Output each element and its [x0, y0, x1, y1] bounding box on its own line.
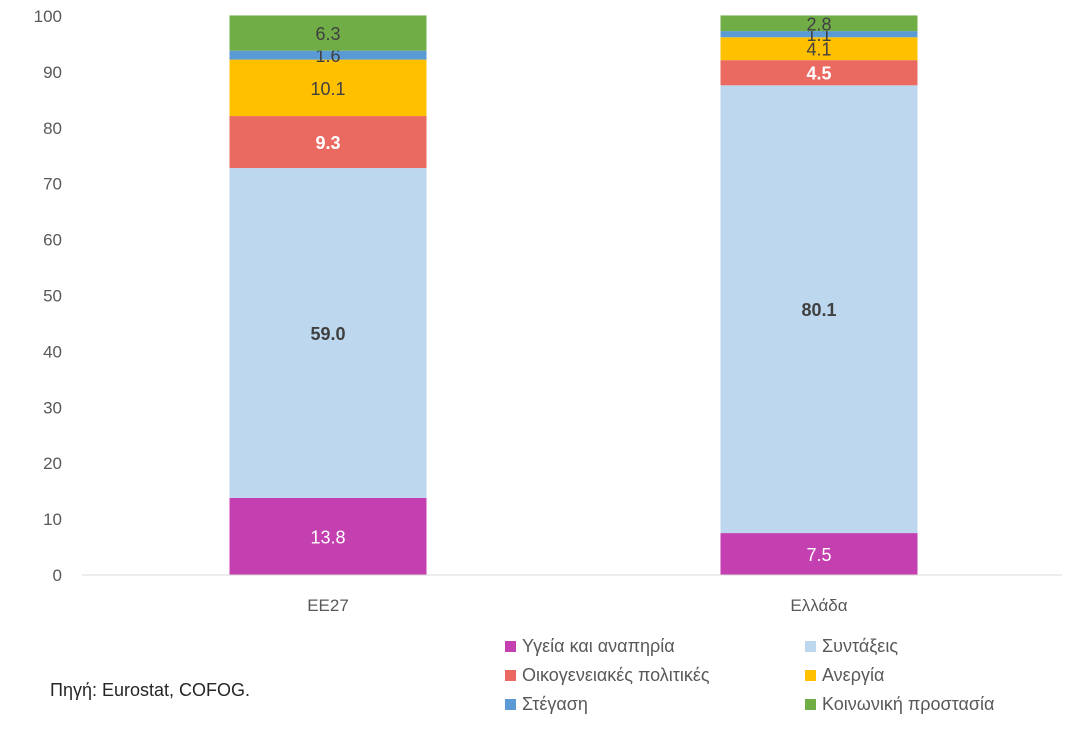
y-tick-label: 30	[43, 398, 62, 417]
legend-label: Στέγαση	[522, 694, 588, 714]
y-tick-label: 80	[43, 119, 62, 138]
stacked-bar-chart: 0 10 20 30 40 50 60 70 80 90 100 13.8 59.0 9.3 10.1 1.6…	[34, 7, 1062, 615]
bar-segment	[720, 533, 918, 575]
legend-item-family: Οικογενειακές πολιτικές	[505, 665, 805, 686]
data-label: 2.8	[806, 14, 831, 34]
y-tick-label: 40	[43, 342, 62, 361]
bar-segment	[229, 116, 427, 169]
legend-swatch	[505, 699, 516, 710]
bar-segment	[229, 15, 427, 51]
legend-item-social-protection: Κοινωνική προστασία	[805, 694, 1055, 715]
data-label: 10.1	[310, 79, 345, 99]
bar-segment	[720, 15, 918, 32]
bar-segment	[229, 497, 427, 575]
y-tick-label: 20	[43, 454, 62, 473]
bar-segment	[720, 37, 918, 61]
y-tick-label: 70	[43, 175, 62, 194]
legend-item-pensions: Συντάξεις	[805, 636, 1055, 657]
legend-item-health: Υγεία και αναπηρία	[505, 636, 805, 657]
y-tick-label: 90	[43, 63, 62, 82]
y-tick-label: 100	[34, 7, 62, 26]
bar-segment	[229, 50, 427, 60]
data-label: 9.3	[315, 133, 340, 153]
data-label: 1.6	[315, 46, 340, 66]
legend-label: Συντάξεις	[822, 636, 898, 656]
legend-swatch	[805, 699, 816, 710]
legend-item-housing: Στέγαση	[505, 694, 805, 715]
y-tick-label: 0	[53, 566, 62, 585]
data-label: 4.5	[806, 64, 831, 84]
chart-legend: Υγεία και αναπηρία Συντάξεις Οικογενειακ…	[505, 636, 1065, 715]
data-label: 6.3	[315, 24, 340, 44]
legend-label: Ανεργία	[822, 665, 885, 685]
legend-swatch	[805, 641, 816, 652]
y-tick-label: 60	[43, 231, 62, 250]
bar-segment	[720, 31, 918, 38]
legend-swatch	[505, 670, 516, 681]
legend-label: Κοινωνική προστασία	[822, 694, 995, 714]
x-category-label: ΕΕ27	[307, 596, 349, 615]
data-label: 13.8	[310, 527, 345, 547]
legend-item-unemployment: Ανεργία	[805, 665, 1055, 686]
source-note: Πηγή: Eurostat, COFOG.	[50, 680, 251, 700]
data-label: 59.0	[310, 324, 345, 344]
bar-segment	[229, 168, 427, 498]
bar-segment	[229, 59, 427, 117]
legend-label: Οικογενειακές πολιτικές	[522, 665, 710, 685]
data-label: 7.5	[806, 545, 831, 565]
legend-swatch	[505, 641, 516, 652]
legend-swatch	[805, 670, 816, 681]
legend-label: Υγεία και αναπηρία	[522, 636, 675, 656]
data-label: 4.1	[806, 40, 831, 60]
y-tick-label: 50	[43, 287, 62, 306]
x-category-label: Ελλάδα	[790, 596, 847, 615]
y-tick-label: 10	[43, 510, 62, 529]
data-label: 80.1	[801, 300, 836, 320]
bar-segment	[720, 60, 918, 86]
bar-segment	[720, 85, 918, 534]
